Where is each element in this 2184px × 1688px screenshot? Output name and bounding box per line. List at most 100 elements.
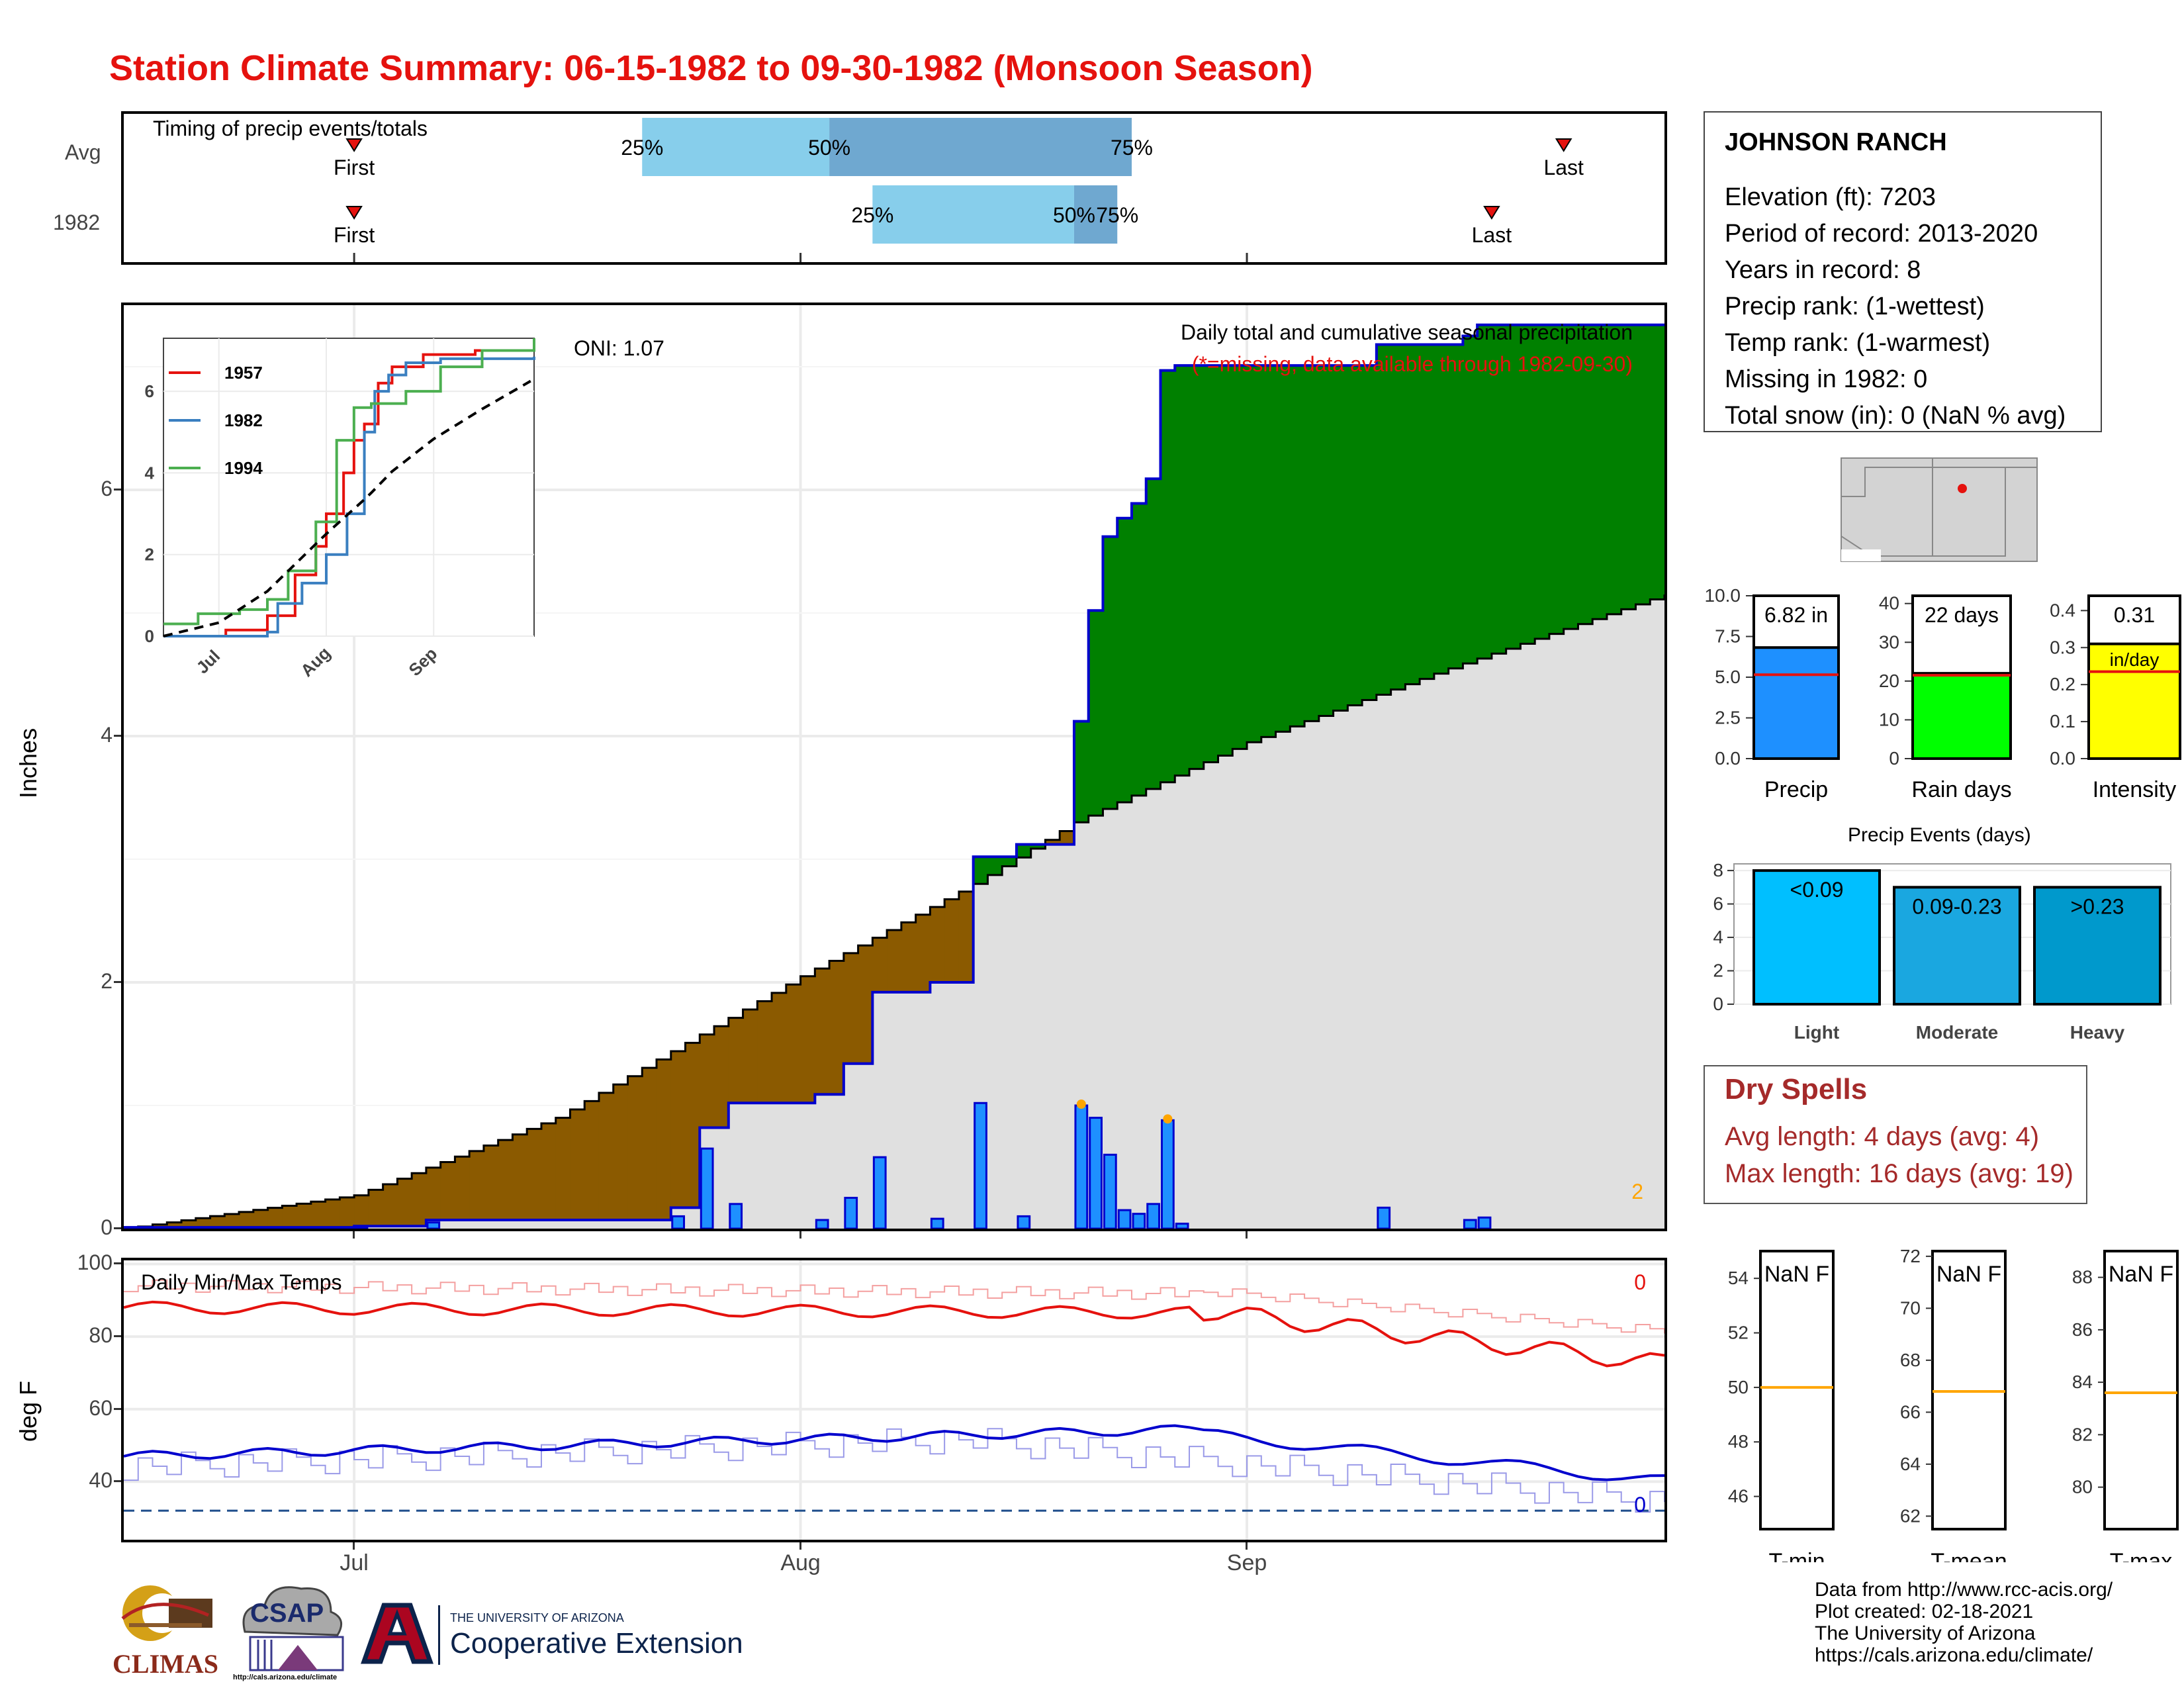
- precip-avg-fill: [1318, 716, 1334, 1229]
- precip-below-avg-fill: [296, 1203, 312, 1228]
- precip-daily-bar: [844, 1197, 858, 1229]
- inset-ytick-label: 0: [145, 626, 154, 646]
- x-tick-mark: [1246, 1542, 1248, 1550]
- precip-below-avg-fill: [700, 1034, 715, 1128]
- precip-above-avg-fill: [1376, 344, 1392, 695]
- precip-legend-title: Daily total and cumulative seasonal prec…: [1181, 320, 1633, 344]
- precip-above-avg-fill: [1448, 344, 1464, 669]
- precip-avg-fill: [1304, 721, 1320, 1229]
- precip-ytick-label: 0: [101, 1215, 113, 1239]
- summary-label-Precip: Precip: [1764, 777, 1828, 801]
- summary-label-Intensity: Intensity: [2093, 777, 2177, 801]
- summary-ytick-label: 0: [1889, 748, 1899, 769]
- timing-first-marker: [345, 138, 363, 152]
- timing-pct-label: 25%: [851, 203, 893, 227]
- inset-legend-label-1957: 1957: [224, 363, 263, 383]
- precip-avg-fill: [1563, 629, 1579, 1229]
- precip-avg-fill: [1103, 809, 1118, 1229]
- precip-daily-bar: [354, 1226, 369, 1229]
- temp-box-label-T-min: T-min: [1769, 1549, 1825, 1562]
- precip-below-avg-fill: [368, 1190, 384, 1227]
- precip-avg-fill: [987, 874, 1003, 1229]
- precip-daily-bar: [974, 1102, 987, 1229]
- x-tick-label-Aug: Aug: [780, 1550, 821, 1575]
- precip-below-avg-fill: [383, 1184, 398, 1227]
- timing-last-label: Last: [1472, 223, 1512, 247]
- timing-pct-label: 50%: [808, 136, 850, 160]
- timing-panel: Timing of precip events/totals 25% 50% 75%…: [121, 111, 1667, 265]
- temp-box-ytick-label: 66: [1900, 1401, 1921, 1422]
- timing-pct-label: 75%: [1111, 136, 1153, 160]
- summary-value-unit: in/day: [2110, 649, 2160, 670]
- logo-divider: [438, 1605, 440, 1665]
- precip-avg-fill: [627, 1219, 643, 1229]
- precip-above-avg-fill: [1016, 844, 1032, 858]
- precip-below-avg-fill: [1060, 831, 1075, 845]
- precip-avg-fill: [1045, 844, 1060, 1229]
- precip-daily-bar: [815, 1219, 829, 1229]
- temps-max-line: [124, 1300, 1664, 1368]
- temp-box-label-T-max: T-max: [2110, 1549, 2172, 1562]
- temps-ytick-label: 80: [89, 1323, 113, 1348]
- temps-ytick-label: 40: [89, 1468, 113, 1493]
- summary-value-Intensity: 0.31: [2114, 603, 2155, 627]
- temps-min-avg-line: [124, 1428, 1664, 1513]
- precip-avg-fill: [498, 1219, 514, 1229]
- precip-below-avg-fill: [340, 1197, 355, 1228]
- precip-y-axis-label: Inches: [15, 727, 42, 798]
- precip-below-avg-fill: [757, 1001, 772, 1103]
- station-name: JOHNSON RANCH: [1725, 128, 1947, 156]
- precip-above-avg-fill: [1420, 344, 1435, 679]
- precip-events-chart: 0 2 4 6 8 <0.09 Light 0.09-0.23 Moderate >0.23 Hea…: [1713, 860, 2171, 1043]
- precip-daily-bar: [1463, 1219, 1477, 1229]
- precip-above-avg-fill: [1030, 844, 1046, 849]
- precip-avg-fill: [1549, 633, 1565, 1229]
- precip-missing-flag-0: [1076, 1100, 1086, 1109]
- inset-legend-label-1994: 1994: [224, 458, 263, 478]
- precip-below-avg-fill: [512, 1134, 527, 1220]
- precip-avg-fill: [1261, 737, 1277, 1229]
- precip-above-avg-fill: [1650, 324, 1664, 600]
- precip-above-avg-fill: [1592, 324, 1608, 620]
- precip-below-avg-fill: [915, 914, 931, 992]
- precip-below-avg-fill: [527, 1129, 542, 1220]
- inset-series-1957: [163, 349, 534, 637]
- summary-ytick-label: 0.1: [2050, 711, 2075, 731]
- precip-above-avg-fill: [1433, 344, 1449, 674]
- inset-series-1982: [163, 356, 535, 637]
- temps-ytick-mark: [114, 1480, 121, 1483]
- temp-box-value-T-max: NaN F: [2109, 1262, 2173, 1287]
- precip-below-avg-fill: [310, 1201, 326, 1228]
- precip-above-avg-fill: [1218, 365, 1233, 756]
- precip-avg-fill: [1592, 619, 1608, 1229]
- precip-below-avg-fill: [958, 891, 974, 982]
- precip-avg-fill: [901, 992, 917, 1229]
- precip-ytick-label: 6: [101, 477, 113, 500]
- precip-above-avg-fill: [1073, 721, 1089, 823]
- precip-daily-bar: [1377, 1206, 1391, 1229]
- temp-box-ytick-label: 72: [1900, 1246, 1921, 1266]
- precip-daily-bar: [1175, 1223, 1189, 1229]
- events-ytick-label: 8: [1713, 860, 1723, 880]
- timing-pct-label: 50%: [1053, 203, 1095, 227]
- timing-first-marker: [345, 206, 363, 220]
- precip-above-avg-fill: [1621, 324, 1637, 610]
- precip-avg-fill: [1060, 844, 1075, 1229]
- precip-chart: 2 Daily total and cumulative seasonal pre…: [124, 305, 1664, 1229]
- precip-above-avg-fill: [1463, 336, 1478, 664]
- station-missing: Missing in 1982: 0: [1725, 365, 1928, 393]
- precip-missing-count: 2: [1631, 1180, 1643, 1203]
- precip-avg-fill: [1232, 749, 1248, 1229]
- precip-below-avg-fill: [613, 1084, 629, 1220]
- precip-avg-fill: [1030, 849, 1046, 1229]
- precip-ytick-mark: [114, 735, 121, 737]
- precip-above-avg-fill: [1275, 365, 1291, 732]
- station-location-dot: [1958, 484, 1967, 493]
- precip-above-avg-fill: [1175, 365, 1190, 776]
- temps-ytick-mark: [114, 1262, 121, 1265]
- temp-box-T-max: [2103, 1250, 2179, 1530]
- precip-above-avg-fill: [1635, 324, 1651, 604]
- precip-avg-fill: [455, 1219, 470, 1229]
- precip-avg-fill: [958, 982, 974, 1229]
- precip-above-avg-fill: [1318, 365, 1334, 716]
